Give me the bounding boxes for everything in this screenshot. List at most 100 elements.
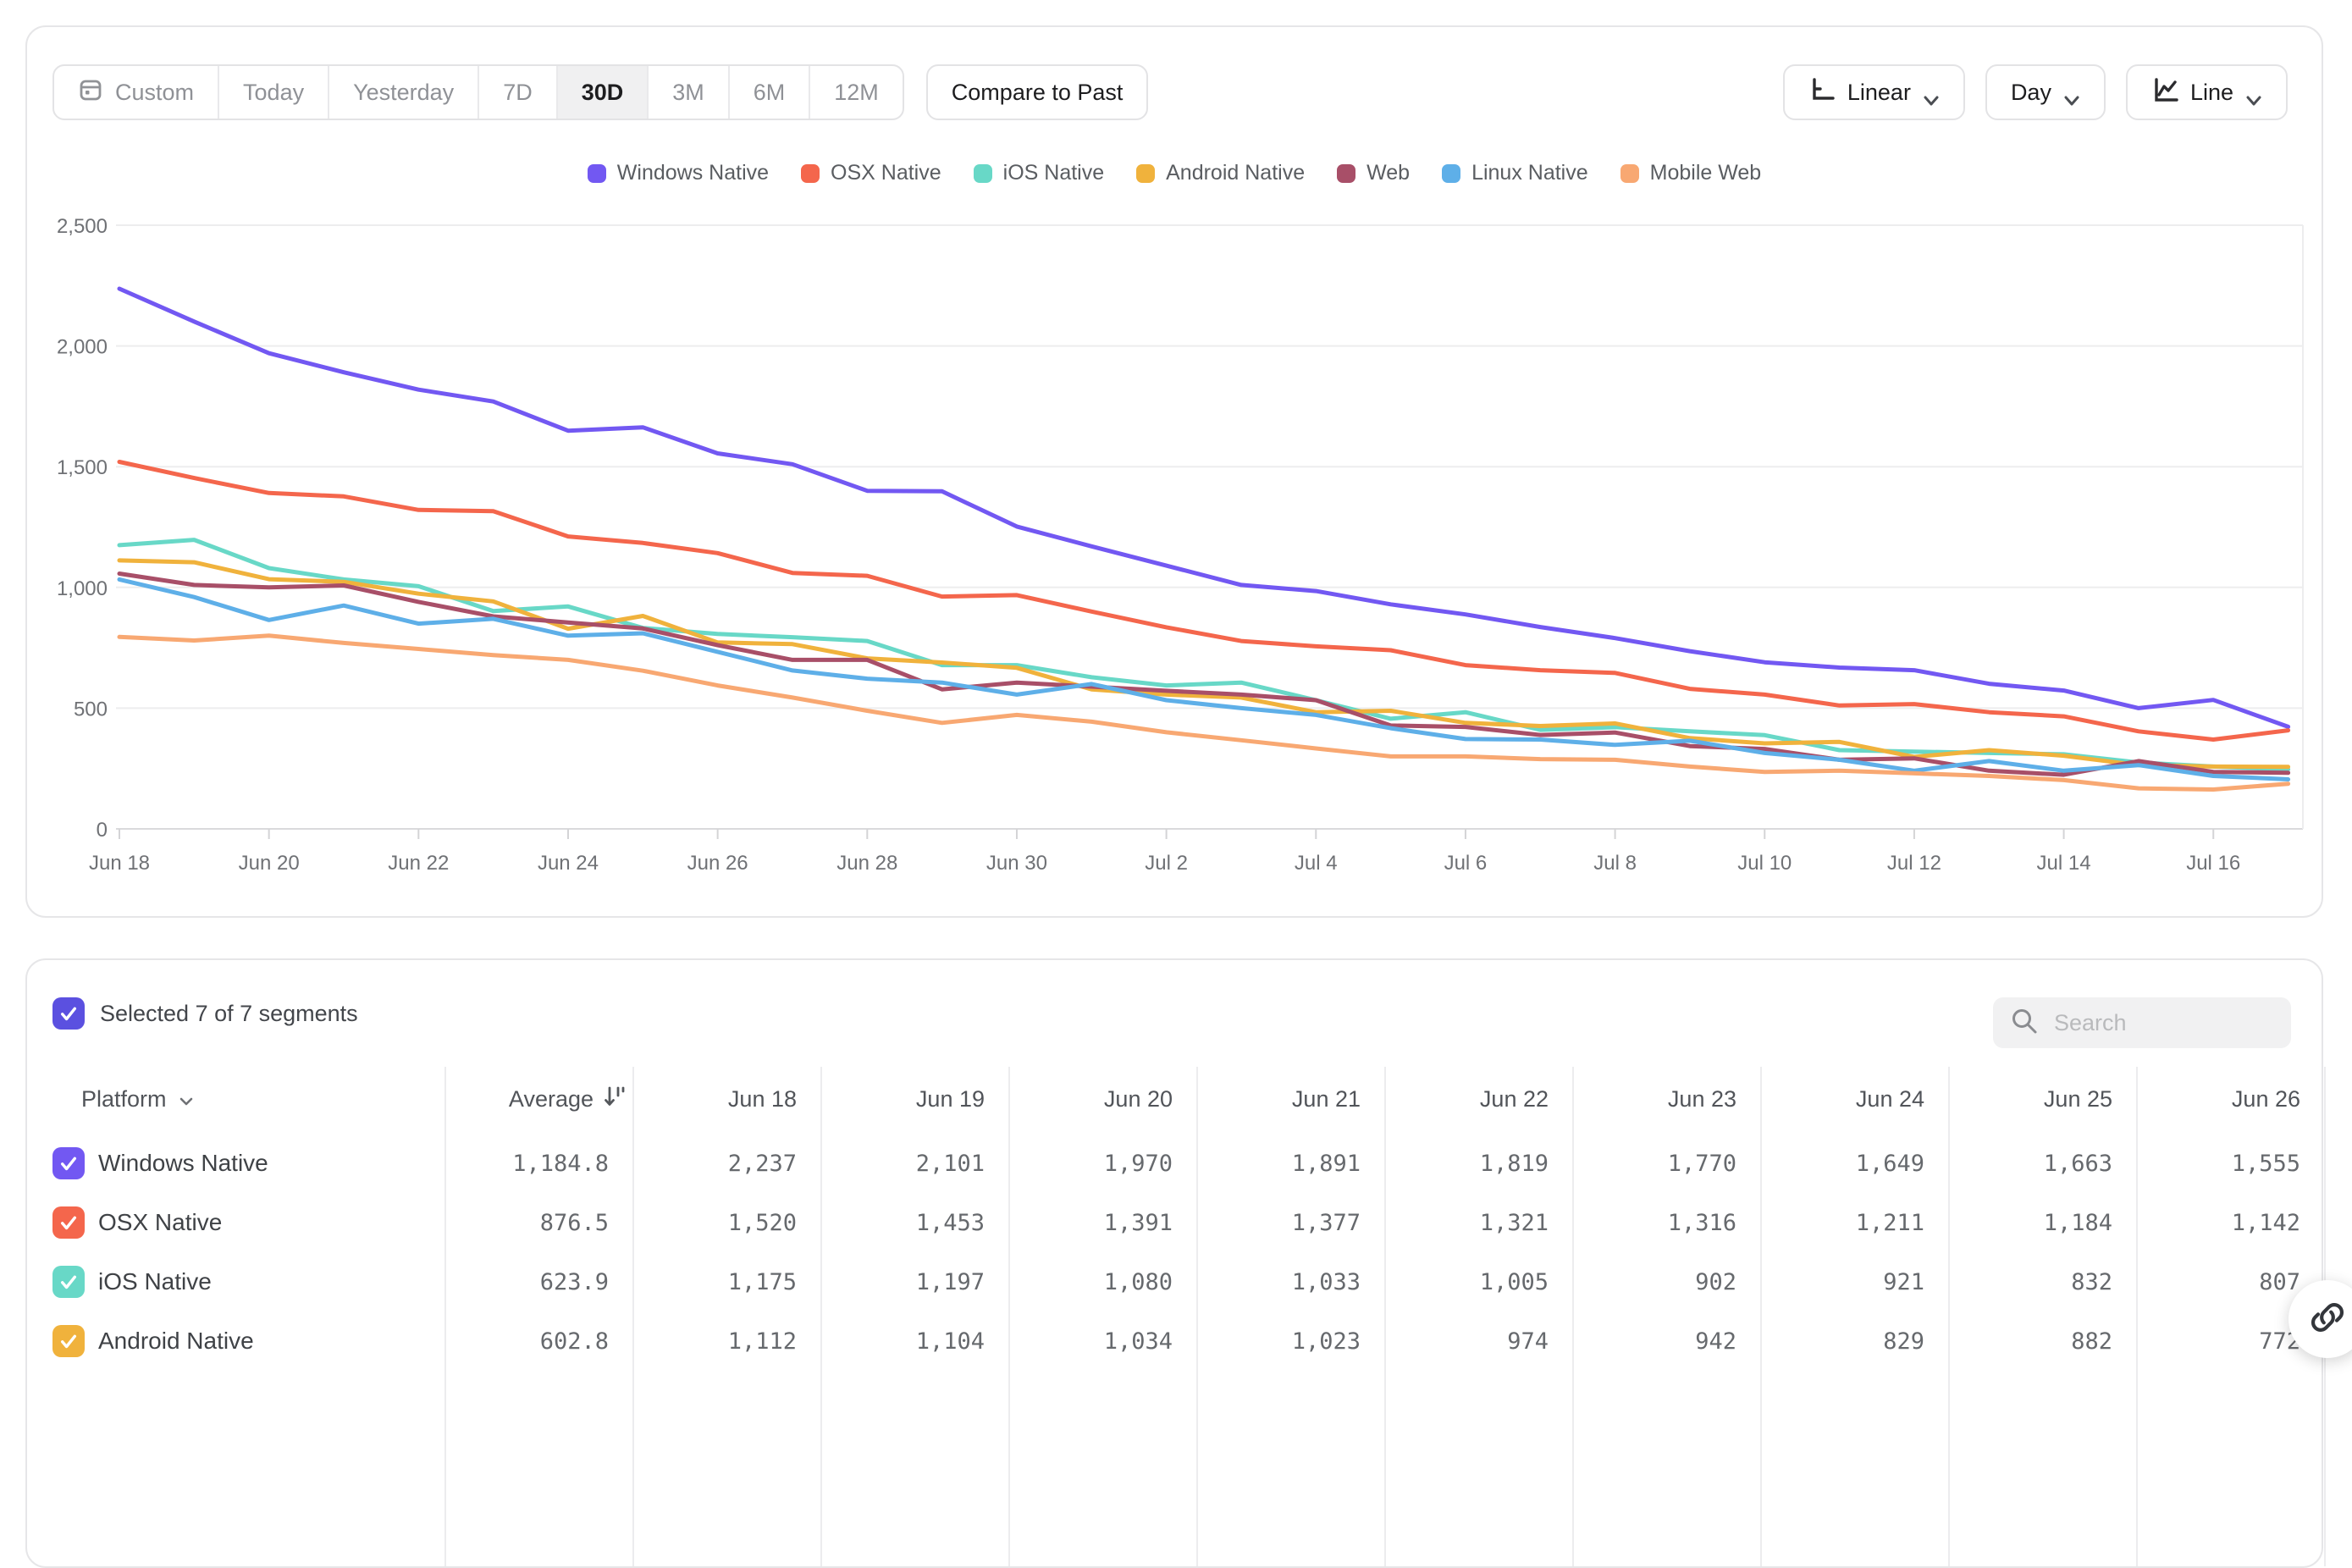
series-line-web[interactable]: [117, 571, 2291, 777]
compare-to-past-button[interactable]: Compare to Past: [925, 64, 1149, 120]
legend-item[interactable]: OSX Native: [801, 161, 941, 185]
cell-jun-18: 1,520: [727, 1209, 797, 1236]
select-all-label: Selected 7 of 7 segments: [100, 1000, 358, 1026]
date-range-3m[interactable]: 3M: [649, 66, 730, 119]
cell-jun-19: 1,104: [915, 1328, 985, 1355]
segments-table-card: Selected 7 of 7 segments Platform Average…: [25, 958, 2326, 1568]
table-row-windows-native: Windows Native 1,184.8 2,237 2,101 1,970 1,89…: [27, 1134, 2322, 1193]
cell-jun-25: 882: [2071, 1328, 2112, 1355]
column-header-average[interactable]: Average: [444, 1082, 626, 1116]
date-range-12m[interactable]: 12M: [810, 66, 903, 119]
cell-jun-20: 1,034: [1103, 1328, 1173, 1355]
series-line-windows-native[interactable]: [117, 286, 2291, 729]
row-checkbox[interactable]: [52, 1206, 85, 1239]
series-line-ios-native[interactable]: [117, 538, 2291, 772]
column-header-platform[interactable]: Platform: [81, 1082, 194, 1116]
linear-axis-icon: [1808, 76, 1836, 109]
legend-item[interactable]: Android Native: [1136, 161, 1305, 185]
column-header-jun-22[interactable]: Jun 22: [1479, 1085, 1549, 1112]
series-line-android-native[interactable]: [117, 558, 2291, 770]
legend-item[interactable]: Web: [1337, 161, 1410, 185]
chart-legend: Windows Native OSX Native iOS Native Androi…: [27, 161, 2322, 185]
check-icon: [60, 1216, 77, 1230]
cell-jun-20: 1,080: [1103, 1268, 1173, 1295]
line-chart-icon: [2151, 76, 2178, 109]
column-header-jun-26[interactable]: Jun 26: [2231, 1085, 2300, 1112]
chart-type-dropdown[interactable]: Line: [2125, 64, 2288, 120]
column-header-jun-21[interactable]: Jun 21: [1291, 1085, 1361, 1112]
x-axis-tick-label: Jul 4: [1295, 852, 1338, 875]
column-header-jun-20[interactable]: Jun 20: [1103, 1085, 1173, 1112]
date-range-6m[interactable]: 6M: [730, 66, 811, 119]
date-range-today[interactable]: Today: [219, 66, 330, 119]
cell-jun-22: 974: [1507, 1328, 1549, 1355]
cell-jun-25: 832: [2071, 1268, 2112, 1295]
x-axis-tick-label: Jul 14: [2037, 852, 2091, 875]
column-separator: [632, 1067, 634, 1566]
scale-dropdown[interactable]: Linear: [1782, 64, 1965, 120]
sort-descending-icon: [602, 1084, 626, 1115]
date-range-label: 30D: [581, 79, 624, 105]
y-axis-tick-label: 2,000: [57, 336, 108, 359]
column-separator: [820, 1067, 822, 1566]
column-header-jun-24[interactable]: Jun 24: [1855, 1085, 1924, 1112]
column-separator: [2136, 1067, 2138, 1566]
column-separator: [1384, 1067, 1386, 1566]
calendar-icon: [78, 77, 103, 108]
column-header-jun-23[interactable]: Jun 23: [1667, 1085, 1736, 1112]
series-line-linux-native[interactable]: [117, 577, 2291, 781]
date-range-custom[interactable]: Custom: [54, 66, 220, 119]
row-checkbox[interactable]: [52, 1266, 85, 1298]
column-separator: [1760, 1067, 1762, 1566]
legend-swatch: [973, 163, 992, 183]
y-axis-tick-label: 1,000: [57, 577, 108, 600]
row-checkbox[interactable]: [52, 1147, 85, 1179]
date-range-30d[interactable]: 30D: [557, 66, 649, 119]
cell-jun-20: 1,970: [1103, 1150, 1173, 1177]
legend-item[interactable]: Linux Native: [1442, 161, 1588, 185]
cell-jun-22: 1,819: [1479, 1150, 1549, 1177]
interval-dropdown[interactable]: Day: [1985, 64, 2106, 120]
column-separator: [1008, 1067, 1010, 1566]
column-header-jun-25[interactable]: Jun 25: [2043, 1085, 2112, 1112]
series-line-osx-native[interactable]: [117, 460, 2291, 742]
legend-item[interactable]: iOS Native: [973, 161, 1104, 185]
date-range-7d[interactable]: 7D: [479, 66, 558, 119]
date-range-label: Custom: [115, 79, 195, 105]
date-range-label: Yesterday: [353, 79, 455, 105]
search-input[interactable]: [2052, 1008, 2259, 1037]
legend-item[interactable]: Windows Native: [587, 161, 770, 185]
cell-jun-26: 1,555: [2231, 1150, 2300, 1177]
legend-item[interactable]: Mobile Web: [1620, 161, 1762, 185]
column-header-jun-18[interactable]: Jun 18: [727, 1085, 797, 1112]
cell-average: 876.5: [539, 1209, 609, 1236]
platform-header-label: Platform: [81, 1085, 167, 1112]
x-axis-tick-label: Jun 30: [986, 852, 1047, 875]
chevron-down-icon: [179, 1086, 194, 1113]
legend-swatch: [1620, 163, 1639, 183]
cell-jun-18: 1,175: [727, 1268, 797, 1295]
cell-jun-23: 1,316: [1667, 1209, 1736, 1236]
column-header-jun-19[interactable]: Jun 19: [915, 1085, 985, 1112]
legend-label: Windows Native: [616, 161, 770, 185]
date-range-yesterday[interactable]: Yesterday: [329, 66, 480, 119]
check-icon: [60, 1275, 77, 1289]
series-line-mobile-web[interactable]: [117, 633, 2291, 792]
line-chart[interactable]: 0 500 1,000 1,500 2,000 2,500 Jun 18 Jun 20 Jun …: [27, 27, 2322, 916]
legend-label: Mobile Web: [1649, 161, 1762, 185]
share-link-button[interactable]: [2289, 1280, 2352, 1358]
cell-jun-24: 1,649: [1855, 1150, 1924, 1177]
row-checkbox[interactable]: [52, 1325, 85, 1357]
cell-jun-24: 1,211: [1855, 1209, 1924, 1236]
chart-toolbar: Custom Today Yesterday 7D 30D 3M 6M 12M Compare…: [52, 64, 2288, 120]
x-axis-tick-label: Jun 24: [538, 852, 599, 875]
legend-swatch: [587, 163, 606, 183]
table-row-osx-native: OSX Native 876.5 1,520 1,453 1,391 1,377 1,321…: [27, 1193, 2322, 1252]
date-range-group: Custom Today Yesterday 7D 30D 3M 6M 12M: [52, 64, 904, 120]
search-box[interactable]: [1993, 997, 2291, 1048]
legend-swatch: [801, 163, 820, 183]
chart-options: Linear Day Line: [1782, 64, 2288, 120]
link-icon: [2310, 1300, 2345, 1339]
select-all-checkbox[interactable]: [52, 997, 85, 1030]
y-axis-tick-label: 2,500: [57, 215, 108, 238]
